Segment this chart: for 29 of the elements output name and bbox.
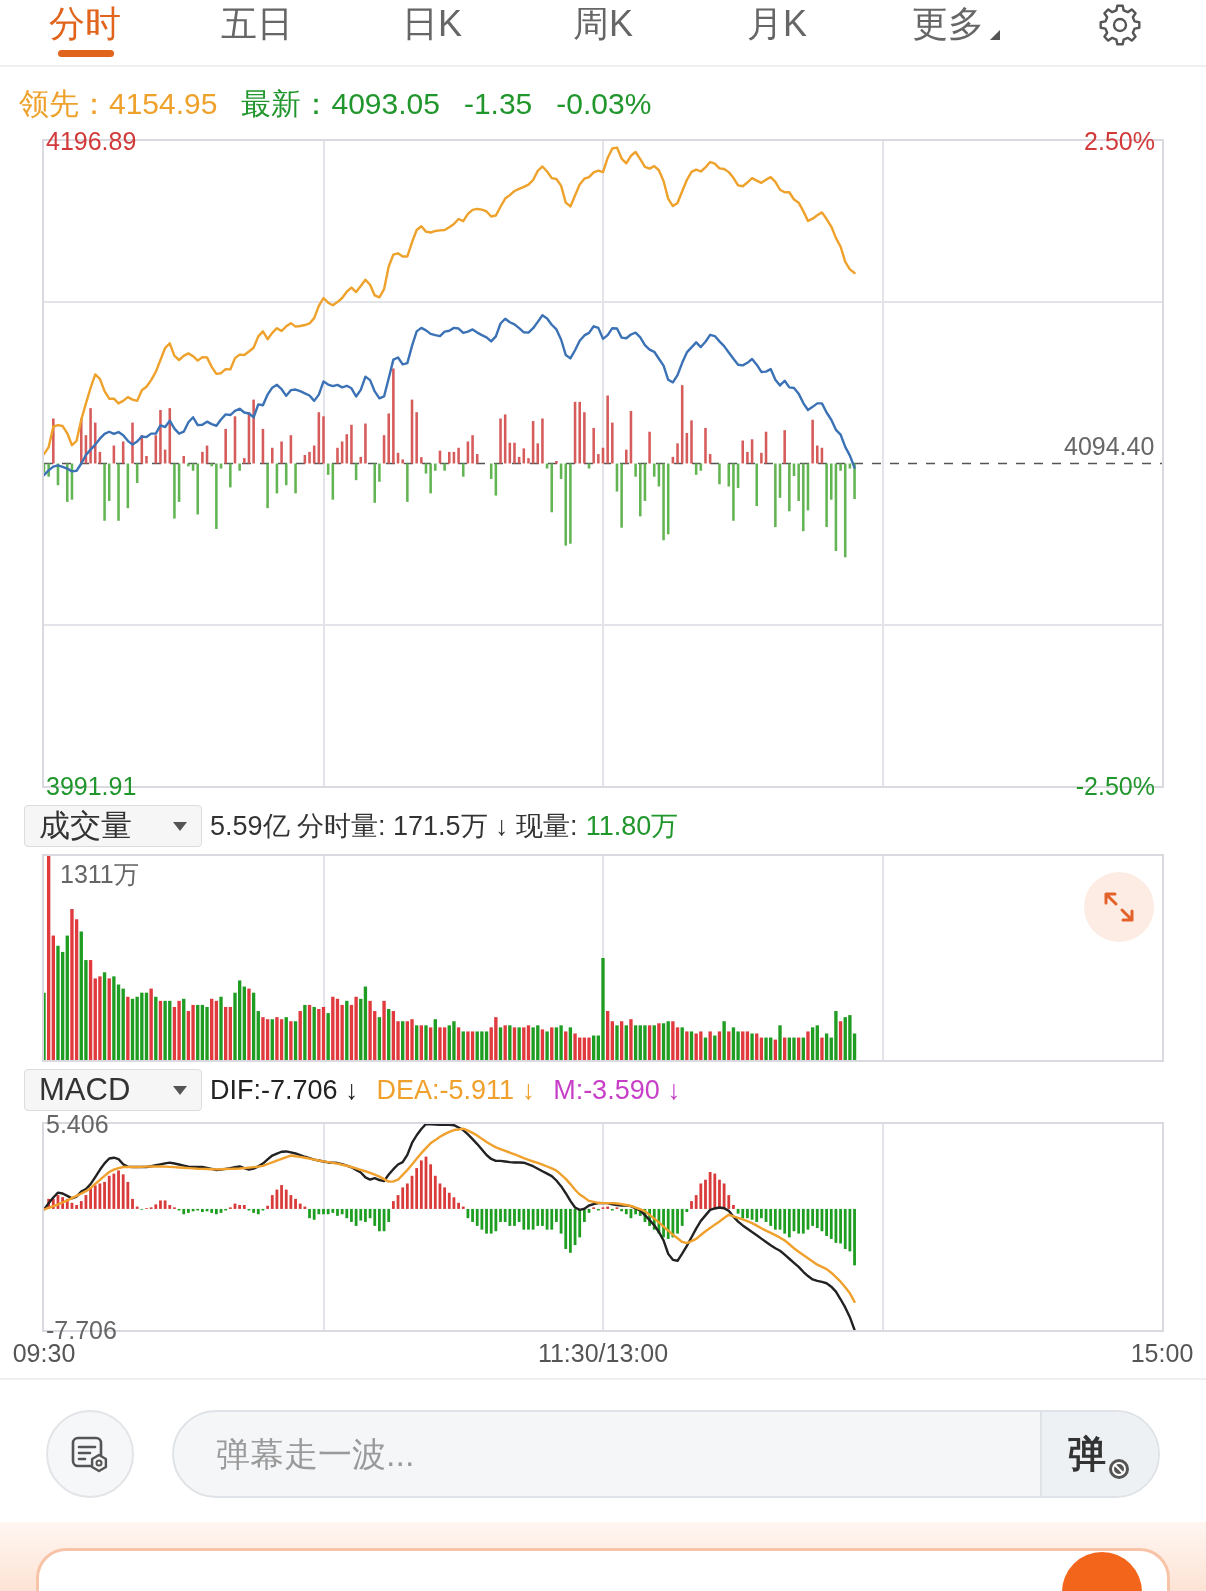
text: 11.80万	[585, 810, 679, 843]
text: -0.03%	[556, 87, 652, 121]
text: 月K	[746, 3, 808, 45]
y2-tick-label: -2.50%	[1075, 771, 1155, 800]
text: 五日	[221, 3, 293, 45]
text: 分时	[49, 3, 121, 45]
text: 日K	[401, 3, 463, 45]
dropdown: MACD	[24, 1069, 202, 1111]
y-tick-label: 4196.89	[46, 126, 137, 155]
annotation: 1311万	[60, 860, 139, 888]
text: M:-3.590 ↓	[553, 1074, 681, 1106]
text: 周K	[572, 3, 634, 45]
chart-title: MACD	[39, 1072, 131, 1108]
y-tick-label: 3991.91	[46, 771, 137, 800]
text: 最新：4093.05	[241, 85, 440, 122]
y-tick-label: 5.406	[46, 1109, 109, 1138]
text: DEA:-5.911 ↓	[376, 1074, 536, 1106]
ref-line-label: 4094.40	[1064, 432, 1155, 460]
dropdown: 成交量	[24, 805, 202, 847]
text: DIF:-7.706 ↓	[210, 1074, 359, 1106]
x-tick-label: 11:30/13:00	[537, 1339, 669, 1367]
text: 领先：4154.95	[19, 85, 218, 122]
text: 5.59亿 分时量: 171.5万 ↓ 现量:	[210, 810, 578, 843]
x-tick-label: 15:00	[1130, 1339, 1194, 1367]
text-field: 弹幕走一波... 弹	[172, 1410, 1160, 1498]
chart-title: 成交量	[39, 807, 132, 845]
y2-tick-label: 2.50%	[1084, 126, 1155, 155]
text: 更多	[912, 3, 984, 45]
text: -1.35	[463, 87, 533, 121]
